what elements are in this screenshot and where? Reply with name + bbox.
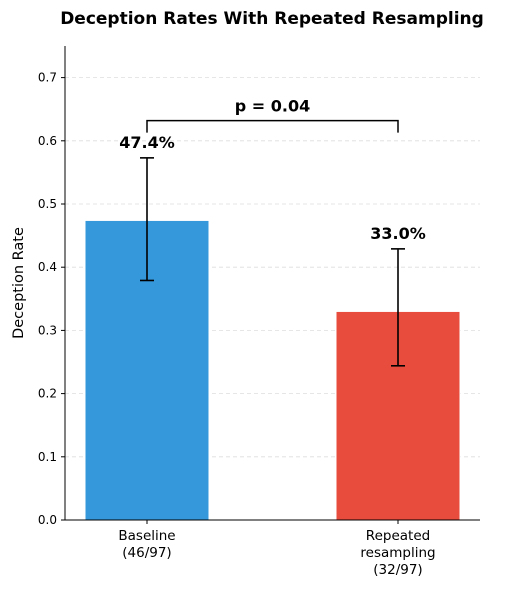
y-tick-label-3: 0.3 (38, 323, 57, 337)
data-labels: 47.4% 33.0% (119, 133, 426, 243)
y-tick-label-6: 0.6 (38, 134, 57, 148)
y-tick-label-7: 0.7 (38, 71, 57, 85)
x-tick-label-1-2: (32/97) (373, 562, 422, 578)
x-tick-label-1-0: Repeated (366, 528, 430, 544)
significance-label: p = 0.04 (235, 97, 310, 116)
y-tick-label-5: 0.5 (38, 197, 57, 211)
data-label-1: 33.0% (370, 224, 426, 243)
x-tick-label-0-0: Baseline (118, 528, 175, 544)
data-label-0: 47.4% (119, 133, 175, 152)
significance-annotation: p = 0.04 (146, 97, 399, 133)
y-ticks: 0.0 0.1 0.2 0.3 0.4 0.5 0.6 0.7 (38, 71, 65, 527)
x-tick-label-0-1: (46/97) (122, 545, 171, 561)
y-tick-label-4: 0.4 (38, 260, 57, 274)
significance-bracket (146, 119, 399, 133)
chart-title: Deception Rates With Repeated Resampling (60, 9, 484, 29)
y-tick-label-0: 0.0 (38, 513, 57, 527)
y-axis-label: Deception Rate (11, 227, 27, 339)
axes (64, 46, 480, 521)
bars (84, 219, 461, 521)
y-tick-label-2: 0.2 (38, 387, 57, 401)
error-bars (140, 157, 405, 367)
y-tick-label-1: 0.1 (38, 450, 57, 464)
x-tick-label-1-1: resampling (360, 545, 435, 561)
